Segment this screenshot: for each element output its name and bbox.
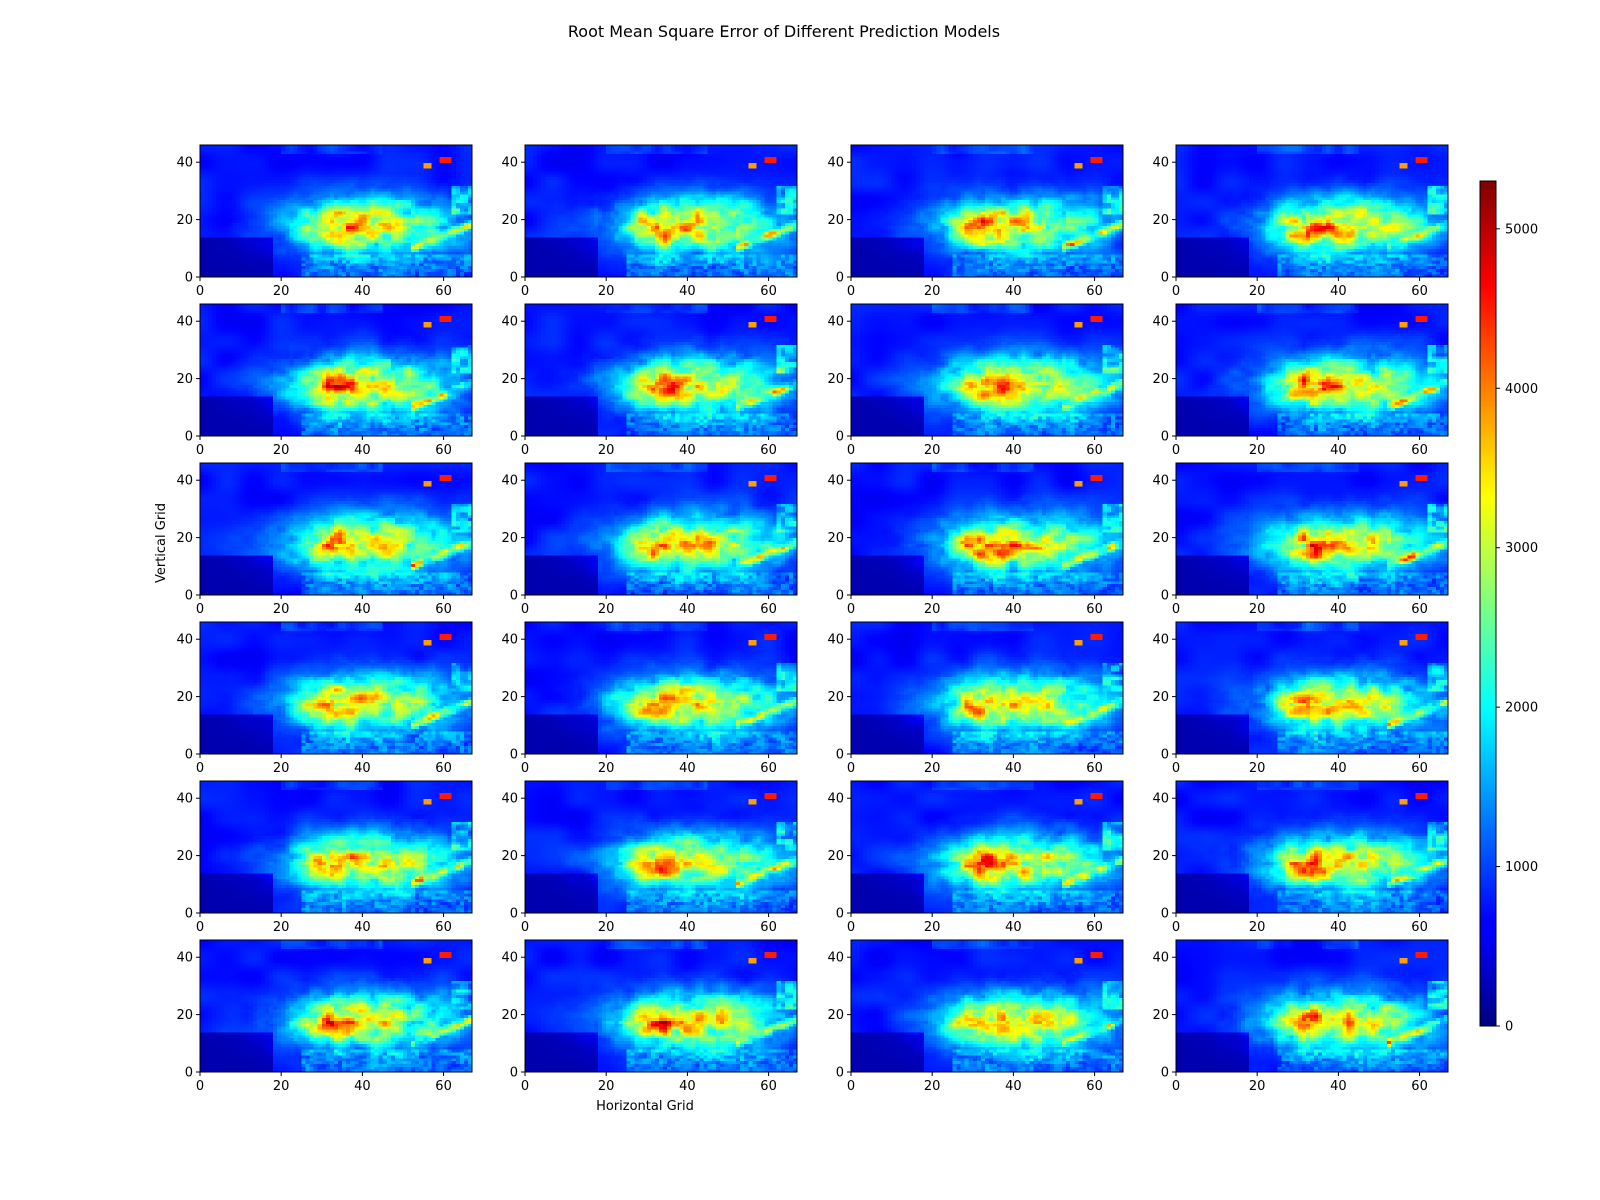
heatmap-cells — [200, 145, 473, 278]
chart-title: Root Mean Square Error of Different Pred… — [568, 22, 1000, 41]
